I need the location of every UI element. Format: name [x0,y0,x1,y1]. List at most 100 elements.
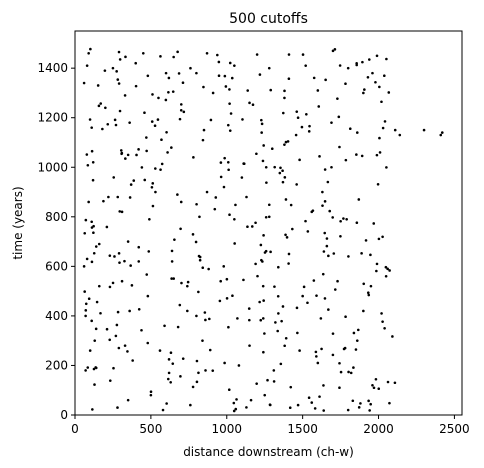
scatter-point [331,49,335,53]
scatter-point [263,393,267,397]
scatter-point [440,131,444,134]
scatter-point [145,149,148,153]
scatter-point [248,101,251,105]
scatter-point [283,143,286,146]
scatter-point [255,382,258,385]
scatter-point [160,138,163,142]
scatter-point [164,98,168,102]
scatter-point [323,297,327,300]
scatter-point [87,200,90,204]
scatter-point [163,324,166,328]
scatter-point [90,260,94,264]
scatter-point [261,260,264,263]
scatter-point [159,168,162,171]
scatter-point [298,349,301,352]
scatter-point [283,96,286,100]
scatter-point [164,71,168,75]
scatter-point [231,294,234,298]
scatter-point [137,260,141,263]
scatter-point [355,61,358,65]
scatter-point [202,128,206,132]
scatter-point [325,237,329,240]
scatter-point [320,347,323,351]
scatter-point [269,88,273,92]
scatter-point [284,233,287,237]
scatter-point [211,369,215,372]
scatter-point [383,120,387,123]
scatter-point [178,117,182,121]
scatter-point [269,250,272,254]
scatter-point [307,130,311,133]
scatter-point [99,102,103,105]
scatter-point [82,265,86,268]
scatter-point [356,328,360,332]
scatter-point [194,240,198,244]
scatter-point [179,227,182,231]
scatter-point [146,294,150,298]
scatter-point [304,219,307,223]
scatter-point [357,198,361,201]
scatter-point [331,216,334,219]
scatter-point [361,60,364,64]
scatter-point [355,153,358,156]
scatter-point [242,162,246,165]
scatter-point [172,55,175,59]
scatter-point [384,274,388,278]
scatter-point [116,406,119,409]
scatter-point [388,269,391,272]
scatter-point [327,308,330,311]
scatter-point [189,403,192,407]
scatter-point [87,52,90,55]
scatter-point [219,161,223,164]
scatter-point [120,151,124,155]
scatter-point [302,285,306,289]
scatter-point [344,82,347,86]
scatter-point [291,227,294,231]
scatter-point [124,157,127,160]
scatter-point [266,378,269,382]
scatter-point [233,217,236,221]
scatter-point [84,309,88,312]
scatter-point [256,274,259,278]
scatter-point [391,335,394,338]
scatter-point [222,265,226,268]
scatter-point [369,253,372,257]
scatter-point [96,84,100,87]
scatter-point [87,297,91,301]
scatter-point [202,85,205,89]
scatter-point [305,112,308,116]
scatter-point [331,332,335,335]
scatter-point [169,380,172,384]
scatter-point [146,341,150,345]
scatter-point [218,299,222,303]
scatter-point [270,147,274,151]
scatter-point [149,390,153,394]
scatter-point [117,346,121,350]
scatter-point [246,89,250,92]
scatter-point [374,80,377,84]
scatter-point [145,136,148,139]
scatter-point [201,339,204,342]
scatter-point [369,402,372,406]
x-tick-label: 2500 [439,422,470,436]
scatter-point [222,185,226,189]
scatter-point [158,349,162,352]
scatter-point [236,317,239,320]
scatter-point [233,242,236,245]
scatter-point [94,327,98,331]
scatter-point [83,290,86,293]
y-tick-label: 600 [45,259,68,273]
scatter-point [140,328,143,332]
scatter-point [375,54,379,58]
scatter-point [374,377,378,381]
scatter-point [216,53,219,57]
scatter-point [151,182,155,185]
scatter-point [351,399,355,403]
scatter-point [422,128,426,132]
scatter-point [264,215,268,219]
y-tick-label: 0 [60,408,68,422]
plot-frame [74,30,463,416]
scatter-point [88,118,92,121]
scatter-point [102,199,105,203]
scatter-point [119,149,123,152]
